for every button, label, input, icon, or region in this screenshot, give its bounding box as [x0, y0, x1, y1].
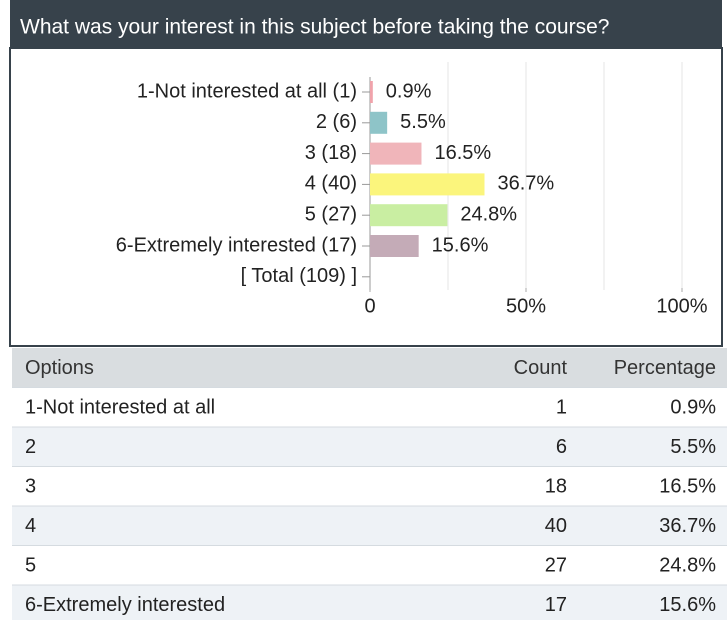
table-cell: 18 — [545, 476, 567, 498]
table-cell: 15.6% — [659, 594, 716, 616]
table-header — [12, 348, 727, 388]
x-tick-label: 50% — [506, 295, 546, 317]
table-cell: 40 — [545, 515, 567, 537]
column-header: Count — [514, 357, 568, 379]
table-row — [12, 545, 727, 585]
table-cell: 0.9% — [670, 397, 716, 419]
value-label: 24.8% — [460, 203, 517, 225]
table-row — [12, 387, 727, 427]
table-cell: 5.5% — [670, 436, 716, 458]
value-label: 0.9% — [386, 80, 432, 102]
table-cell: 27 — [545, 555, 567, 577]
table-row — [12, 427, 727, 467]
table-cell: 1 — [556, 397, 567, 419]
column-header: Options — [25, 357, 94, 379]
chart-title: What was your interest in this subject b… — [20, 16, 609, 39]
value-label: 16.5% — [434, 142, 491, 164]
y-tick-label: [ Total (109) ] — [241, 265, 357, 287]
bar — [370, 111, 388, 134]
y-tick-label: 1-Not interested at all (1) — [137, 80, 357, 102]
value-label: 15.6% — [432, 234, 489, 256]
x-tick-label: 0 — [364, 295, 375, 317]
value-label: 36.7% — [498, 173, 555, 195]
table-row — [12, 466, 727, 506]
table-row — [12, 506, 727, 546]
table-cell: 6-Extremely interested — [25, 594, 225, 616]
bar — [370, 142, 422, 165]
column-header: Percentage — [614, 357, 716, 379]
table-cell: 3 — [25, 476, 36, 498]
table-cell: 24.8% — [659, 555, 716, 577]
bar — [370, 235, 419, 257]
y-tick-label: 6-Extremely interested (17) — [116, 234, 357, 256]
bar — [370, 204, 448, 227]
bar — [370, 173, 485, 196]
bar — [370, 81, 373, 103]
table-cell: 1-Not interested at all — [25, 397, 215, 419]
header-bar — [10, 0, 722, 48]
y-tick-label: 3 (18) — [305, 142, 357, 164]
table-cell: 16.5% — [659, 476, 716, 498]
table-cell: 5 — [25, 555, 36, 577]
y-tick-label: 5 (27) — [305, 203, 357, 225]
value-label: 5.5% — [400, 111, 446, 133]
y-tick-label: 2 (6) — [316, 111, 357, 133]
table-row — [12, 585, 727, 620]
x-tick-label: 100% — [656, 295, 707, 317]
table-cell: 36.7% — [659, 515, 716, 537]
table-cell: 4 — [25, 515, 36, 537]
y-tick-label: 4 (40) — [305, 173, 357, 195]
table-cell: 17 — [545, 594, 567, 616]
table-cell: 6 — [556, 436, 567, 458]
table-cell: 2 — [25, 436, 36, 458]
